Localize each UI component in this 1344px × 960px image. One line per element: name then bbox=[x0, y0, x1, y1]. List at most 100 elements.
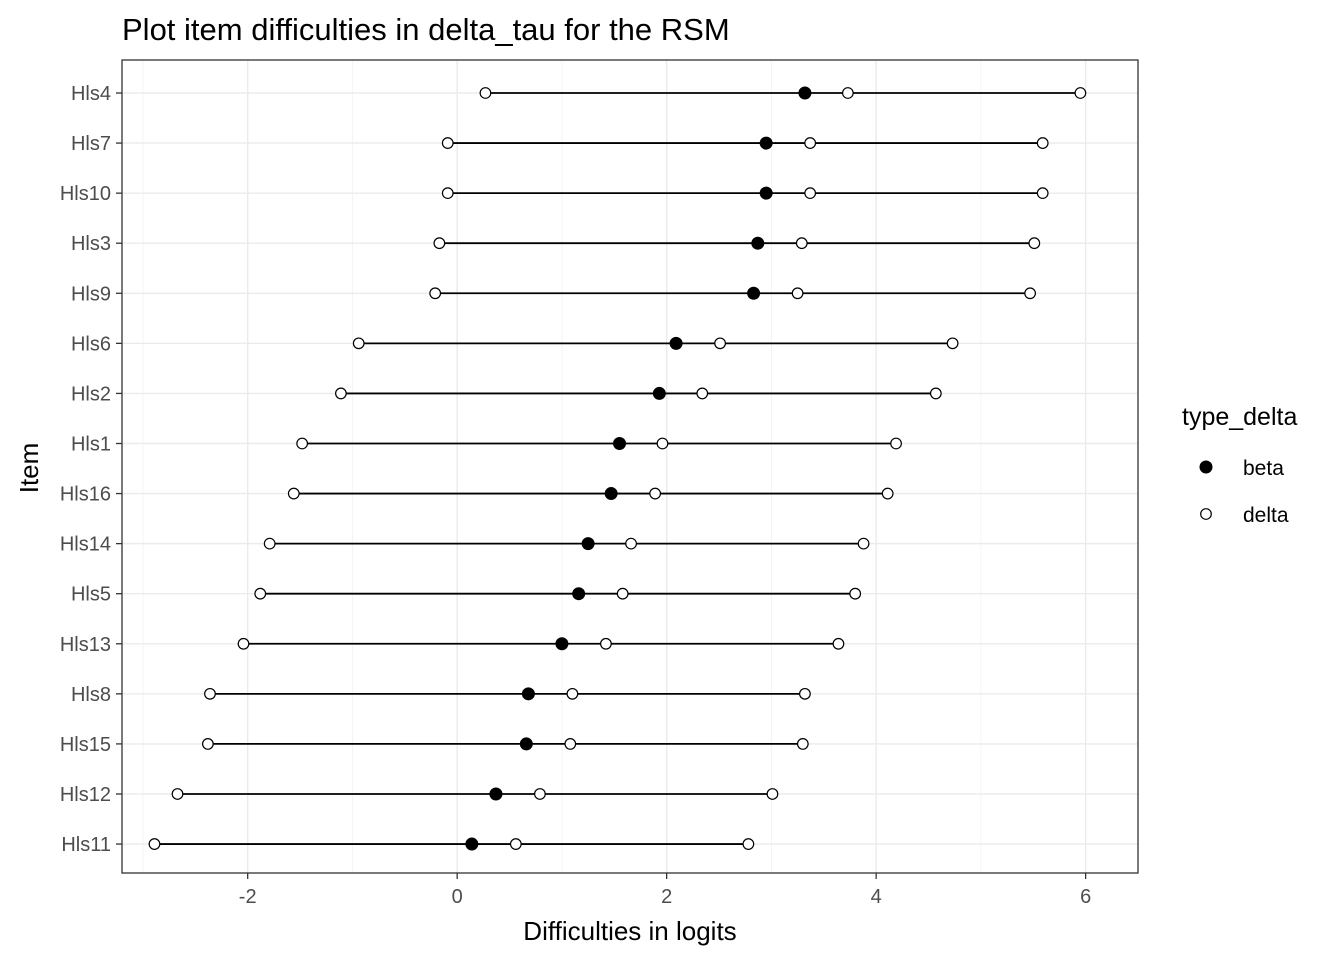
x-tick-label: 6 bbox=[1080, 886, 1091, 908]
delta-point bbox=[881, 487, 894, 500]
y-tick-label: Hls16 bbox=[60, 484, 111, 506]
x-tick-label: 2 bbox=[661, 886, 672, 908]
delta-point bbox=[832, 637, 845, 650]
series-layer bbox=[148, 86, 1087, 851]
delta-point bbox=[804, 187, 817, 200]
delta-point bbox=[1028, 237, 1041, 250]
legend-key-open bbox=[1200, 508, 1212, 520]
y-tick-label: Hls13 bbox=[60, 634, 111, 656]
x-tick-label: 4 bbox=[871, 886, 882, 908]
legend-title: type_delta bbox=[1182, 403, 1297, 431]
delta-point bbox=[479, 87, 492, 99]
item-row-hls1 bbox=[296, 436, 902, 450]
delta-point bbox=[566, 687, 579, 700]
delta-point bbox=[1074, 87, 1087, 99]
delta-point bbox=[352, 337, 365, 350]
delta-point bbox=[616, 587, 629, 600]
plot-panel bbox=[122, 60, 1138, 873]
item-row-hls13 bbox=[237, 637, 845, 651]
delta-point bbox=[204, 687, 216, 700]
delta-point bbox=[696, 387, 709, 400]
x-axis-title: Difficulties in logits bbox=[523, 916, 736, 946]
delta-point bbox=[441, 137, 454, 149]
item-row-hls4 bbox=[479, 86, 1087, 100]
delta-point bbox=[766, 788, 779, 800]
delta-point bbox=[796, 738, 809, 750]
x-tick-label: 0 bbox=[452, 886, 463, 908]
delta-point bbox=[263, 537, 276, 550]
delta-point bbox=[429, 287, 442, 300]
beta-point bbox=[751, 236, 765, 250]
beta-point bbox=[521, 687, 535, 701]
delta-point bbox=[946, 337, 959, 350]
delta-point bbox=[441, 187, 454, 200]
item-row-hls9 bbox=[429, 286, 1037, 300]
delta-point bbox=[804, 137, 817, 149]
beta-point bbox=[613, 436, 627, 450]
delta-point bbox=[171, 788, 184, 800]
beta-point bbox=[572, 587, 586, 601]
beta-point bbox=[465, 837, 479, 851]
item-row-hls5 bbox=[254, 587, 862, 601]
delta-point bbox=[649, 487, 662, 500]
item-row-hls6 bbox=[352, 336, 959, 350]
beta-point bbox=[747, 286, 761, 300]
delta-point bbox=[929, 387, 942, 400]
y-tick-label: Hls15 bbox=[60, 734, 111, 756]
delta-point bbox=[254, 587, 267, 600]
legend: type_delta beta delta bbox=[1182, 403, 1297, 527]
beta-point bbox=[652, 386, 666, 400]
legend-entry-delta: delta bbox=[1200, 504, 1289, 527]
item-row-hls11 bbox=[148, 837, 755, 851]
delta-point bbox=[791, 287, 804, 300]
y-tick-label: Hls14 bbox=[60, 534, 111, 556]
item-row-hls14 bbox=[263, 537, 870, 551]
beta-point bbox=[581, 537, 595, 551]
item-row-hls15 bbox=[201, 737, 809, 751]
legend-label: beta bbox=[1243, 457, 1284, 480]
delta-point bbox=[509, 838, 522, 850]
delta-point bbox=[841, 87, 854, 99]
y-tick-label: Hls6 bbox=[71, 333, 111, 355]
beta-point bbox=[759, 186, 773, 200]
y-tick-label: Hls8 bbox=[71, 684, 111, 706]
delta-point bbox=[148, 838, 161, 850]
delta-point bbox=[1024, 287, 1037, 300]
y-tick-label: Hls12 bbox=[60, 784, 111, 806]
y-tick-label: Hls10 bbox=[60, 183, 111, 205]
beta-point bbox=[798, 86, 812, 100]
delta-point bbox=[534, 788, 546, 800]
y-axis-title: Item bbox=[14, 443, 44, 494]
plot-panel-border bbox=[121, 59, 1139, 874]
y-tick-label: Hls5 bbox=[71, 584, 111, 606]
delta-point bbox=[799, 687, 811, 700]
item-row-hls10 bbox=[441, 186, 1049, 200]
y-tick-label: Hls3 bbox=[71, 233, 111, 255]
delta-point bbox=[656, 437, 669, 450]
delta-point bbox=[600, 637, 612, 650]
delta-point bbox=[742, 838, 755, 850]
beta-point bbox=[489, 787, 503, 801]
beta-point bbox=[519, 737, 533, 751]
delta-point bbox=[714, 337, 726, 350]
y-tick-label: Hls4 bbox=[71, 83, 111, 105]
legend-label: delta bbox=[1243, 504, 1289, 527]
legend-key-filled bbox=[1199, 460, 1213, 474]
delta-point bbox=[1036, 187, 1049, 200]
delta-point bbox=[849, 587, 862, 600]
beta-point bbox=[555, 637, 569, 651]
x-tick-label: -2 bbox=[239, 886, 257, 908]
item-row-hls16 bbox=[287, 487, 894, 501]
delta-point bbox=[890, 437, 902, 450]
x-axis: -2 0 2 4 6 bbox=[239, 873, 1091, 908]
delta-point bbox=[625, 537, 637, 550]
chart-title: Plot item difficulties in delta_tau for … bbox=[122, 12, 730, 47]
delta-point bbox=[433, 237, 446, 250]
item-row-hls3 bbox=[433, 236, 1041, 250]
item-row-hls7 bbox=[441, 136, 1049, 150]
panel-background bbox=[122, 60, 1138, 873]
delta-point bbox=[795, 237, 808, 250]
delta-point bbox=[287, 487, 300, 500]
beta-point bbox=[759, 136, 773, 150]
